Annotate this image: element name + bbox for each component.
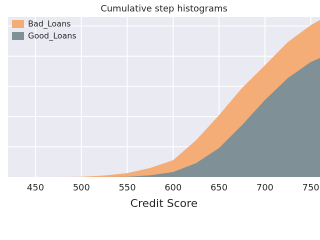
x-tick-label: 500 (73, 184, 90, 194)
chart: Cumulative step histograms Credit Score … (8, 5, 320, 210)
x-tick-label: 550 (119, 184, 136, 194)
chart-title: Cumulative step histograms (101, 5, 228, 15)
x-tick-label: 600 (165, 184, 182, 194)
x-tick-label: 650 (210, 184, 227, 194)
legend-swatch (12, 32, 24, 40)
x-tick-label: 450 (27, 184, 44, 194)
legend-swatch (12, 20, 24, 28)
legend-label: Bad_Loans (28, 20, 71, 29)
x-tick-label: 750 (302, 184, 319, 194)
x-tick-label: 700 (256, 184, 273, 194)
x-axis-label: Credit Score (130, 197, 198, 210)
legend-label: Good_Loans (28, 32, 76, 41)
area (35, 58, 320, 177)
